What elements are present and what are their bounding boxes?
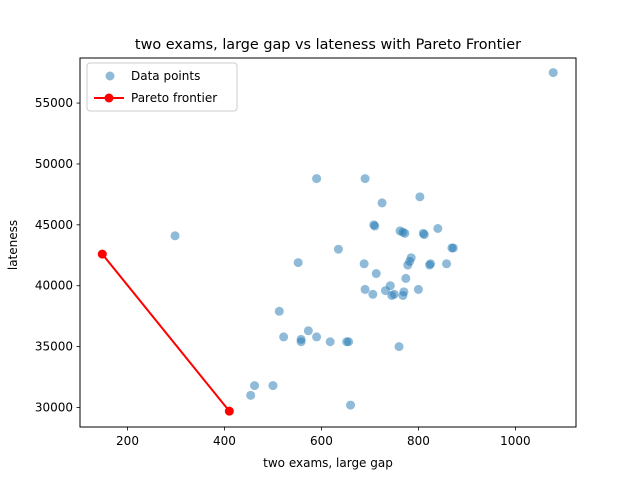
pareto-point bbox=[97, 249, 107, 259]
data-point bbox=[274, 306, 284, 316]
x-axis-label: two exams, large gap bbox=[263, 456, 393, 470]
data-point bbox=[389, 289, 399, 299]
data-point bbox=[296, 337, 306, 347]
x-tick-label: 800 bbox=[407, 434, 430, 448]
y-tick-label: 55000 bbox=[35, 96, 73, 110]
data-point bbox=[368, 289, 378, 299]
data-point bbox=[400, 228, 410, 238]
data-point bbox=[359, 259, 369, 269]
data-point bbox=[312, 332, 322, 342]
legend-label-pareto: Pareto frontier bbox=[131, 91, 217, 105]
data-point bbox=[425, 260, 435, 270]
data-point bbox=[250, 381, 260, 391]
data-point bbox=[419, 230, 429, 240]
data-point bbox=[312, 174, 322, 184]
data-point bbox=[442, 259, 452, 269]
y-tick-label: 50000 bbox=[35, 157, 73, 171]
data-point bbox=[360, 284, 370, 294]
x-tick-label: 1000 bbox=[500, 434, 531, 448]
data-point bbox=[279, 332, 289, 342]
axes-frame bbox=[79, 57, 577, 428]
legend-box bbox=[86, 62, 238, 112]
data-point bbox=[303, 326, 313, 336]
y-tick-label: 40000 bbox=[35, 279, 73, 293]
data-point bbox=[371, 269, 381, 279]
y-axis-ticks: 30000 35000 40000 45000 50000 55000 bbox=[35, 96, 80, 415]
data-point bbox=[394, 342, 404, 352]
data-point bbox=[413, 284, 423, 294]
data-point bbox=[293, 258, 303, 268]
data-point bbox=[170, 231, 180, 241]
chart-title: two exams, large gap vs lateness with Pa… bbox=[135, 37, 521, 53]
legend: Data points Pareto frontier bbox=[86, 62, 238, 112]
x-tick-label: 400 bbox=[213, 434, 236, 448]
data-point bbox=[401, 273, 411, 283]
legend-marker-data-points bbox=[105, 71, 115, 81]
x-tick-label: 600 bbox=[310, 434, 333, 448]
data-point bbox=[398, 290, 408, 300]
data-point bbox=[344, 337, 354, 347]
legend-marker-pareto bbox=[104, 93, 114, 103]
x-axis-ticks: 200 400 600 800 1000 bbox=[116, 427, 531, 448]
y-tick-label: 45000 bbox=[35, 218, 73, 232]
data-point bbox=[325, 337, 335, 347]
data-point bbox=[448, 243, 458, 253]
data-point bbox=[346, 400, 356, 410]
data-point bbox=[385, 281, 395, 291]
data-point bbox=[360, 174, 370, 184]
data-point bbox=[246, 390, 256, 400]
data-point bbox=[377, 198, 387, 208]
data-point bbox=[415, 192, 425, 202]
legend-label-data-points: Data points bbox=[131, 69, 200, 83]
pareto-frontier-line bbox=[101, 253, 231, 412]
data-point bbox=[548, 68, 558, 78]
data-point bbox=[403, 260, 413, 270]
y-axis-label: lateness bbox=[6, 220, 20, 270]
pareto-point bbox=[224, 406, 234, 416]
data-point bbox=[333, 244, 343, 254]
data-point bbox=[369, 220, 379, 230]
y-tick-label: 35000 bbox=[35, 340, 73, 354]
data-point bbox=[433, 223, 443, 233]
y-tick-label: 30000 bbox=[35, 401, 73, 415]
data-point bbox=[268, 381, 278, 391]
plot-area bbox=[97, 68, 558, 416]
x-tick-label: 200 bbox=[116, 434, 139, 448]
